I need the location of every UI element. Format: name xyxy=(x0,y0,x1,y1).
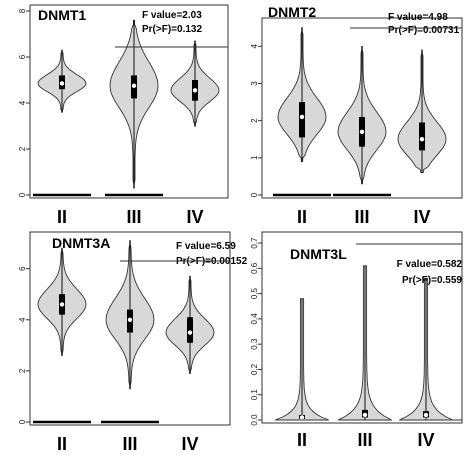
plot-frame xyxy=(261,17,463,199)
y-tick-label: 1 xyxy=(250,155,259,160)
iqr-box xyxy=(299,102,305,138)
median-point xyxy=(423,412,429,418)
y-tick-label: 0 xyxy=(18,192,27,197)
group-label-iv: IV xyxy=(186,207,203,227)
f-value-label: F value=0.582 xyxy=(397,259,463,270)
group-label-iii: III xyxy=(357,430,372,450)
median-point xyxy=(359,129,365,135)
median-point xyxy=(299,114,305,120)
group-label-ii: II xyxy=(297,430,307,450)
y-tick-label: 0.5 xyxy=(250,288,259,300)
group-label-iii: III xyxy=(122,434,137,454)
y-tick-label: 0 xyxy=(18,419,27,424)
group-label-iv: IV xyxy=(413,207,430,227)
y-tick-label: 2 xyxy=(18,368,27,373)
y-tick-label: 0.6 xyxy=(250,262,259,274)
y-tick-label: 6 xyxy=(18,266,27,271)
plot-frame xyxy=(261,231,463,424)
iqr-box xyxy=(419,122,425,151)
median-point xyxy=(59,81,65,86)
group-label-ii: II xyxy=(297,207,307,227)
median-point xyxy=(419,137,425,142)
y-tick-label: 8 xyxy=(18,8,27,13)
y-tick-label: 3 xyxy=(250,81,259,86)
group-label-iii: III xyxy=(354,207,369,227)
y-tick-label: 0.2 xyxy=(250,363,259,375)
y-tick-label: 4 xyxy=(250,44,259,49)
median-point xyxy=(59,302,65,307)
group-label-iii: III xyxy=(126,207,141,227)
panel-title: DNMT3L xyxy=(290,246,347,262)
y-tick-label: 0.3 xyxy=(250,338,259,350)
y-tick-label: 2 xyxy=(250,118,259,123)
median-point xyxy=(187,330,193,335)
group-label-iv: IV xyxy=(181,434,198,454)
y-tick-label: 0.1 xyxy=(250,389,259,401)
y-tick-label: 0.4 xyxy=(250,313,259,325)
f-value-label: F value=2.03 xyxy=(142,10,202,21)
plot-frame xyxy=(29,4,229,199)
p-value-label: Pr(>F)=0.132 xyxy=(142,24,202,35)
median-point xyxy=(131,83,137,88)
median-point xyxy=(127,317,133,322)
y-tick-label: 2 xyxy=(18,146,27,151)
panel-title: DNMT1 xyxy=(38,7,86,23)
y-tick-label: 4 xyxy=(18,317,27,322)
median-point xyxy=(299,415,305,420)
group-label-iv: IV xyxy=(417,430,434,450)
median-point xyxy=(192,88,198,93)
p-value-label: Pr(>F)=0.559 xyxy=(402,275,462,286)
y-tick-label: 6 xyxy=(18,54,27,59)
y-tick-label: 0 xyxy=(250,192,259,197)
chart-panel-dnmt3l: 0.0 0.1 0.2 0.3 0.4 0.5 0.6 0.7 DNMT3L F value=0.… xyxy=(250,231,463,450)
y-tick-label: 4 xyxy=(18,100,27,105)
group-label-ii: II xyxy=(57,207,67,227)
f-value-label: F value=6.59 xyxy=(176,241,236,252)
p-value-label: Pr(>F)=0.00731 xyxy=(388,25,460,36)
plot-frame xyxy=(29,231,231,426)
y-tick-label: 0.0 xyxy=(250,414,259,426)
f-value-label: F value=4.98 xyxy=(388,12,448,23)
panel-title: DNMT2 xyxy=(268,4,316,20)
iqr-box xyxy=(187,317,193,343)
median-point xyxy=(362,412,368,418)
group-label-ii: II xyxy=(57,434,67,454)
panel-title: DNMT3A xyxy=(52,235,110,251)
y-tick-label: 0.7 xyxy=(250,237,259,249)
